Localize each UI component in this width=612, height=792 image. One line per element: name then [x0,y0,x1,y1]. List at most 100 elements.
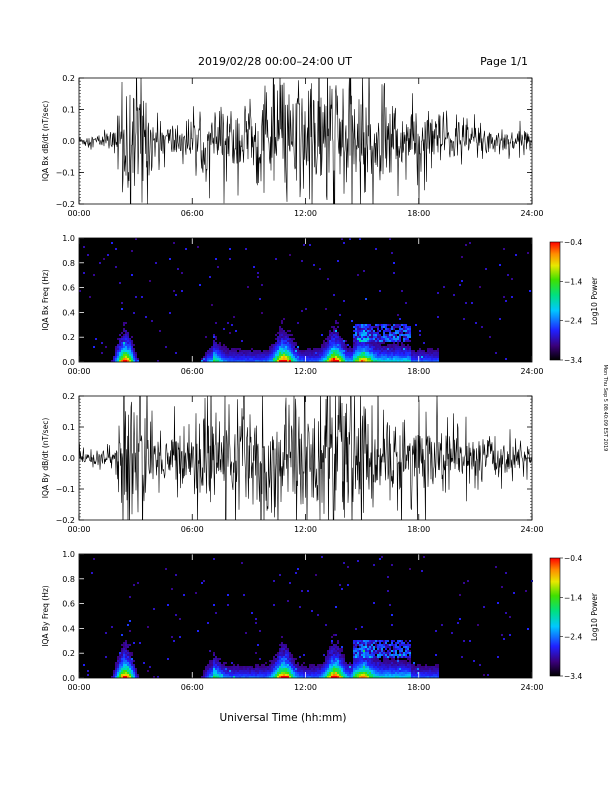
spectrogram-cell [285,668,287,670]
spectrogram-cell [117,356,119,358]
spectrogram-cell [335,644,337,646]
spectrogram-cell [127,354,129,356]
spectrogram-cell [213,604,215,606]
spectrogram-cell [207,668,209,670]
spectrogram-cell [327,336,329,338]
spectrogram-cell [337,668,339,670]
spectrogram-cell [409,656,411,658]
spectrogram-cell [369,654,371,656]
spectrogram-cell [365,356,367,358]
spectrogram-cell [433,672,435,674]
spectrogram-cell [327,342,329,344]
spectrogram-cell [343,672,345,674]
spectrogram-cell [127,346,129,348]
spectrogram-cell [349,674,351,676]
spectrogram-cell [251,354,253,356]
spectrogram-cell [225,350,227,352]
spectrogram-cell [399,340,401,342]
spectrogram-cell [333,352,335,354]
spectrogram-cell [347,360,349,362]
spectrogram-cell [131,664,133,666]
panel-by-waveform: −0.2−0.10.00.10.200:00 06:00 12:00 18:00 24:… [41,392,544,534]
spectrogram-cell [365,358,367,360]
spectrogram-cell [125,358,127,360]
spectrogram-cell [331,654,333,656]
spectrogram-cell [337,650,339,652]
spectrogram-cell [367,670,369,672]
spectrogram-cell [245,350,247,352]
spectrogram-cell [277,676,279,678]
spectrogram-cell [273,676,275,678]
spectrogram-cell [245,672,247,674]
spectrogram-cell [121,308,123,310]
spectrogram-cell [279,666,281,668]
spectrogram-cell [397,672,399,674]
spectrogram-cell [317,350,319,352]
spectrogram-cell [207,352,209,354]
spectrogram-cell [391,338,393,340]
spectrogram-cell [121,634,123,636]
spectrogram-cell [267,352,269,354]
spectrogram-cell [377,354,379,356]
spectrogram-cell [379,662,381,664]
spectrogram-cell [389,328,391,330]
spectrogram-cell [377,352,379,354]
spectrogram-cell [327,344,329,346]
spectrogram-cell [353,644,355,646]
spectrogram-cell [437,356,439,358]
spectrogram-cell [321,344,323,346]
spectrogram-cell [337,674,339,676]
spectrogram-cell [125,346,127,348]
spectrogram-cell [333,634,335,636]
y-tick-label: 0.4 [62,308,75,317]
spectrogram-cell [353,654,355,656]
spectrogram-cell [361,648,363,650]
spectrogram-cell [385,662,387,664]
spectrogram-cell [361,642,363,644]
spectrogram-cell [259,352,261,354]
spectrogram-cell [301,670,303,672]
spectrogram-cell [399,318,401,320]
spectrogram-cell [271,670,273,672]
spectrogram-cell [87,254,89,256]
spectrogram-cell [239,360,241,362]
spectrogram-cell [353,346,355,348]
spectrogram-cell [137,676,139,678]
spectrogram-cell [119,652,121,654]
spectrogram-cell [127,348,129,350]
spectrogram-cell [333,358,335,360]
spectrogram-cell [281,670,283,672]
spectrogram-cell [117,360,119,362]
spectrogram-cell [281,330,283,332]
spectrogram-cell [281,334,283,336]
spectrogram-cell [383,674,385,676]
spectrogram-cell [425,674,427,676]
spectrogram-cell [313,666,315,668]
spectrogram-cell [415,666,417,668]
spectrogram-cell [359,642,361,644]
spectrogram-cell [279,644,281,646]
spectrogram-cell [239,358,241,360]
spectrogram-cell [371,668,373,670]
spectrogram-cell [375,666,377,668]
spectrogram-cell [397,648,399,650]
spectrogram-cell [205,352,207,354]
spectrogram-cell [115,358,117,360]
spectrogram-cell [367,672,369,674]
spectrogram-cell [421,670,423,672]
spectrogram-cell [253,350,255,352]
panel-bx-waveform: −0.2−0.10.00.10.200:00 06:00 12:00 18:00 24:… [41,74,544,218]
spectrogram-cell [273,360,275,362]
spectrogram-cell [261,676,263,678]
spectrogram-cell [213,356,215,358]
spectrogram-cell [83,272,85,274]
spectrogram-cell [289,338,291,340]
spectrogram-cell [297,354,299,356]
spectrogram-cell [355,640,357,642]
spectrogram-cell [323,354,325,356]
spectrogram-cell [317,668,319,670]
spectrogram-cell [359,674,361,676]
spectrogram-cell [335,340,337,342]
spectrogram-cell [277,652,279,654]
spectrogram-cell [213,670,215,672]
